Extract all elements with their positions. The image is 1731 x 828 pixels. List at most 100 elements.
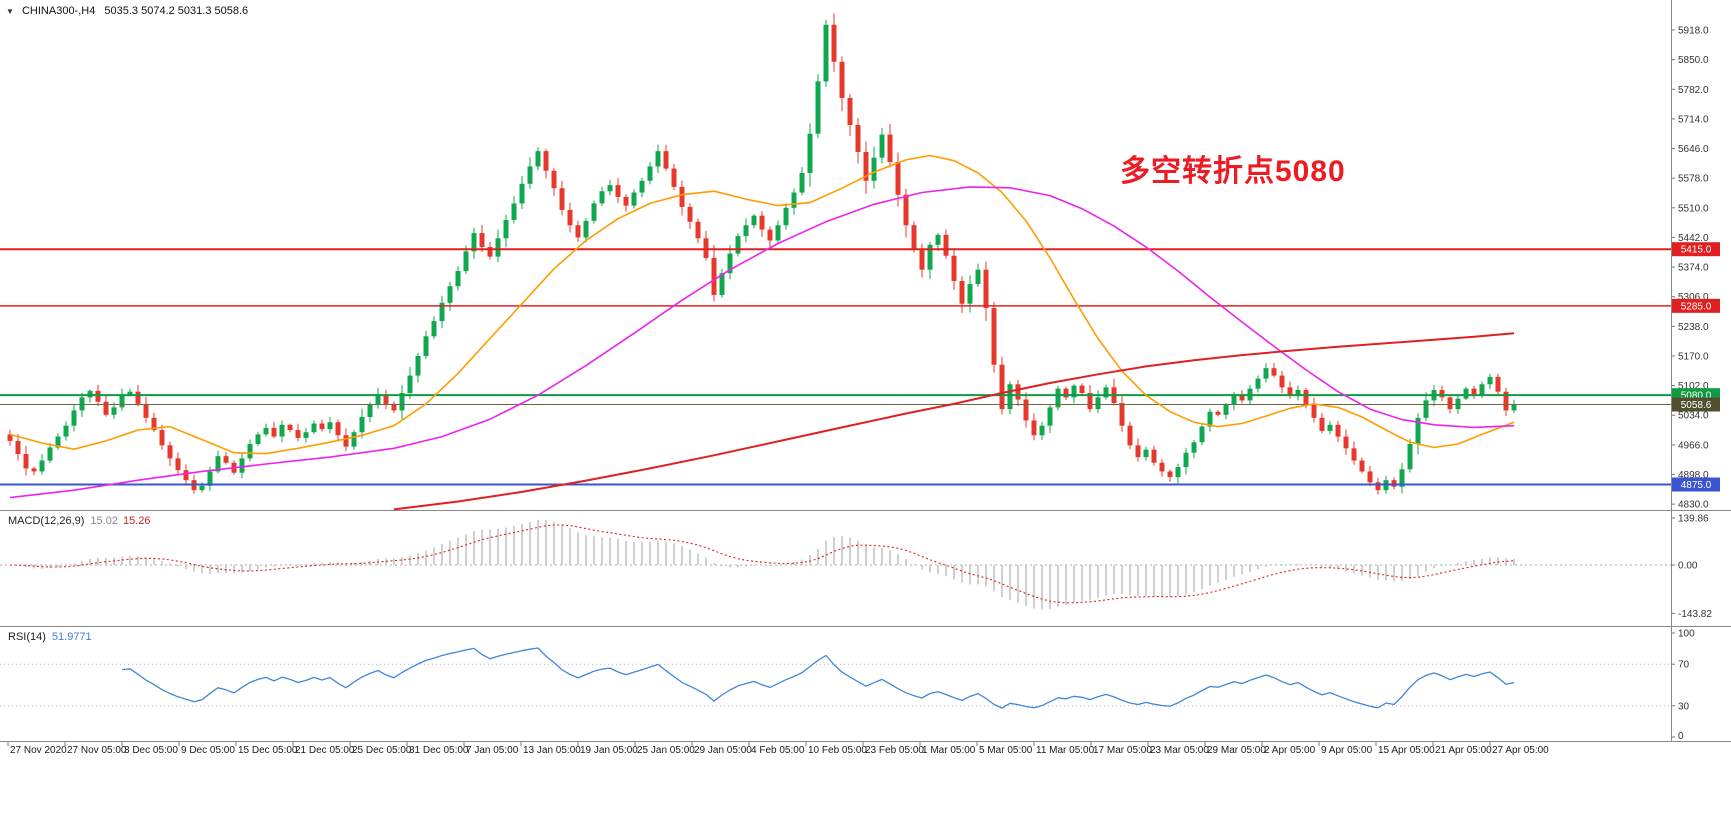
candle-body [999,364,1005,410]
time-axis-label: 21 Apr 05:00 [1435,745,1492,756]
candle-body [207,471,213,486]
candle-body [1255,378,1261,389]
rsi-value: 51.9771 [51,631,92,643]
candle-body [823,24,829,82]
price-tick-label: 5170.0 [1678,351,1709,362]
candle-body [71,410,77,426]
candle-body [279,424,285,437]
candle-body [471,233,477,252]
candle-body [383,394,389,404]
time-axis-label: 5 Mar 05:00 [979,745,1033,756]
candle-body [1151,449,1157,463]
macd-name: MACD(12,26,9) [8,515,85,527]
rsi-indicator-label: RSI(14) 51.9771 [8,631,92,643]
candle-body [63,425,69,437]
horizontal-lines [0,248,1671,486]
time-axis-label: 9 Dec 05:00 [181,745,235,756]
rsi-pane[interactable] [0,647,1671,709]
time-axis-label: 31 Dec 05:00 [409,745,469,756]
candle-body [7,434,13,441]
price-tick-label: 5238.0 [1678,322,1709,333]
candle-body [1423,400,1429,418]
candle-body [423,336,429,356]
candle-body [1359,460,1365,472]
candle-body [783,207,789,226]
price-tick-label: 5442.0 [1678,233,1709,244]
macd-indicator-label: MACD(12,26,9) 15.02 15.26 [8,515,150,527]
chart-annotation-text[interactable]: 多空转折点5080 [1120,155,1346,188]
candle-body [703,238,709,258]
candle-body [1271,368,1277,376]
candle-body [759,215,765,230]
candle-body [1471,388,1477,395]
candle-body [959,281,965,304]
candle-body [1343,436,1349,449]
symbol-dropdown-icon[interactable]: ▼ [6,7,14,16]
candle-body [47,447,53,461]
candle-body [791,192,797,208]
candle-body [399,393,405,411]
candle-body [807,133,813,173]
candle-body [1479,384,1485,395]
rsi-scale: 100 70 30 0 [1671,629,1695,742]
candle-body [1055,388,1061,408]
candle-body [1015,384,1021,400]
candle-body [39,460,45,472]
price-tick-label: 4898.0 [1678,470,1709,481]
candle-body [527,166,533,184]
candle-body [655,151,661,167]
candle-body [303,432,309,438]
candle-body [871,157,877,181]
moving-averages [9,154,1515,511]
price-axis[interactable]: 5918.0 5850.0 5782.0 5714.0 5646.0 5578.0 5510… [1671,26,1720,511]
candle-body [55,436,61,448]
time-axis[interactable]: 27 Nov 2020 27 Nov 05:003 Dec 05:00 9 Dec … [7,741,1549,757]
macd-pane[interactable] [0,520,1671,610]
price-badge-label: 4875.0 [1681,480,1712,491]
candle-body [543,151,549,171]
chart-symbol-label: CHINA300-,H4 [21,5,96,17]
time-axis-label: 4 Feb 05:00 [751,745,805,756]
candle-body [567,209,573,226]
candle-body [247,443,253,459]
candle-body [1415,417,1421,444]
candle-body [967,284,973,304]
candle-body [711,257,717,295]
candle-body [407,375,413,394]
candle-body [119,395,125,408]
candle-body [1159,462,1165,472]
candle-body [879,134,885,158]
candle-body [263,427,269,435]
candle-body [1095,397,1101,410]
price-tick-label: 4830.0 [1678,500,1709,511]
rsi-scale-label: 0 [1678,731,1684,742]
candle-body [815,81,821,134]
candle-body [831,24,837,62]
candle-body [151,417,157,431]
candle-body [559,188,565,210]
candle-body [911,225,917,250]
candle-body [799,172,805,193]
candle-body [575,225,581,238]
candlestick-series[interactable] [7,13,1517,495]
candle-body [319,423,325,430]
price-tick-label: 5102.0 [1678,381,1709,392]
candle-body [615,185,621,197]
candle-body [463,251,469,271]
candle-body [143,403,149,418]
candle-body [735,236,741,254]
ma-line-fast [9,154,1515,455]
price-badge-5285.0 [1672,298,1720,313]
price-badge-5415.0 [1672,242,1720,257]
candle-body [1063,388,1069,398]
candle-body [1487,376,1493,385]
candle-body [159,430,165,446]
candle-body [551,170,557,189]
candle-body [359,416,365,433]
time-axis-label: 27 Nov 05:00 [67,745,127,756]
candle-body [1279,375,1285,388]
candle-body [487,247,493,257]
time-axis-label: 2 Apr 05:00 [1264,745,1316,756]
candle-body [439,302,445,322]
